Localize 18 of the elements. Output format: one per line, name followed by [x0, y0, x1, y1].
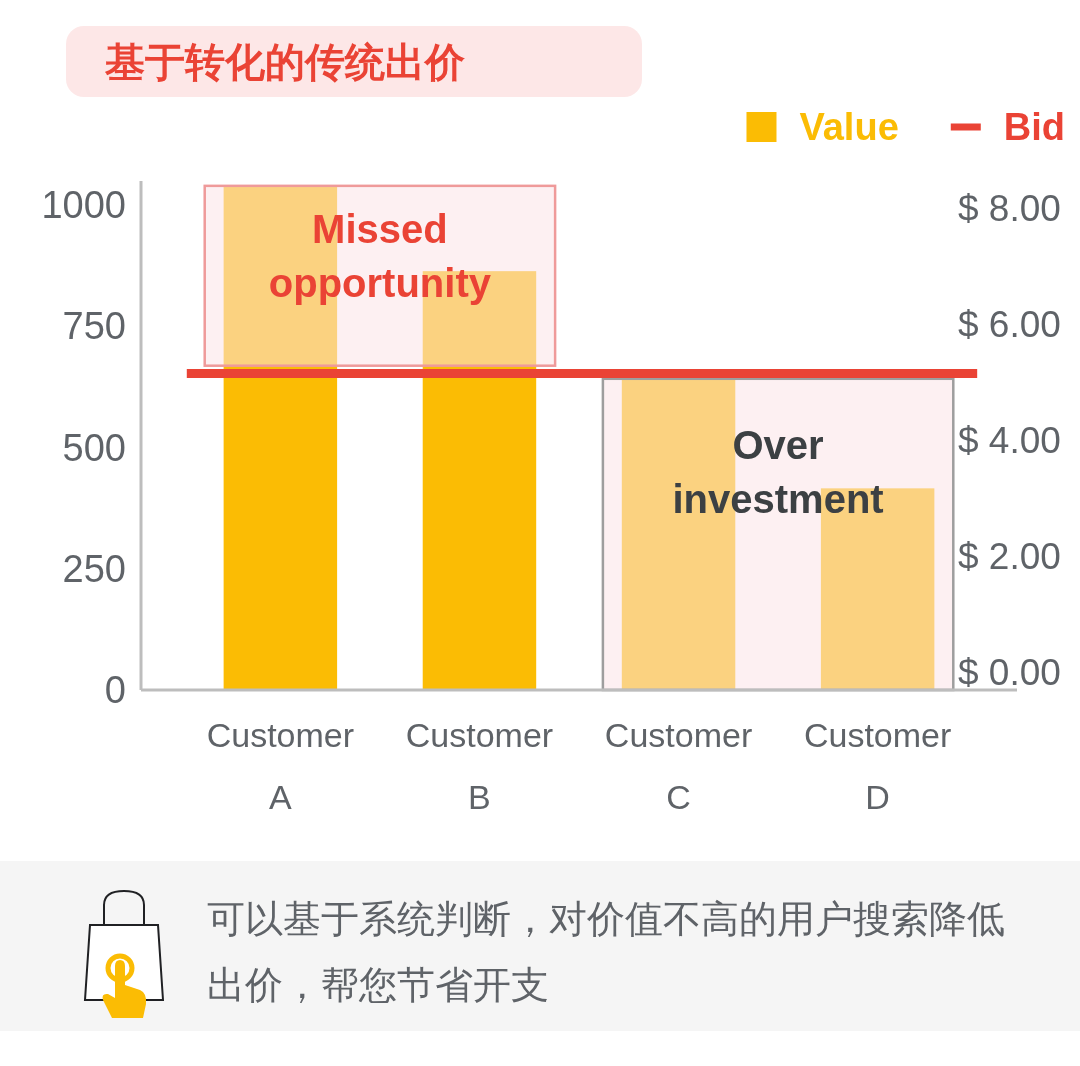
y-tick: 0 — [104, 669, 126, 711]
legend-label: Value — [799, 106, 899, 148]
y2-tick: $ 6.00 — [958, 303, 1061, 345]
y-tick: 250 — [62, 547, 126, 590]
y-tick: 500 — [62, 426, 126, 469]
y-tick: 1000 — [41, 184, 126, 227]
note: 可以基于系统判断，对价值不高的用户搜索降低出价，帮您节省开支 — [207, 898, 1005, 1006]
y2-tick: $ 4.00 — [958, 419, 1061, 461]
title: 基于转化的传统出价 — [105, 40, 465, 84]
x-tick: Customer B — [405, 716, 554, 816]
x-tick: Customer A — [206, 716, 355, 816]
y2-tick: $ 8.00 — [958, 187, 1061, 229]
x-tick: Customer D — [803, 716, 952, 816]
y2-tick: $ 0.00 — [958, 651, 1061, 693]
y-tick: 750 — [62, 305, 126, 348]
x-tick: Customer C — [604, 716, 753, 816]
y2-tick: $ 2.00 — [958, 535, 1061, 577]
legend-label: Bid — [1003, 106, 1065, 148]
